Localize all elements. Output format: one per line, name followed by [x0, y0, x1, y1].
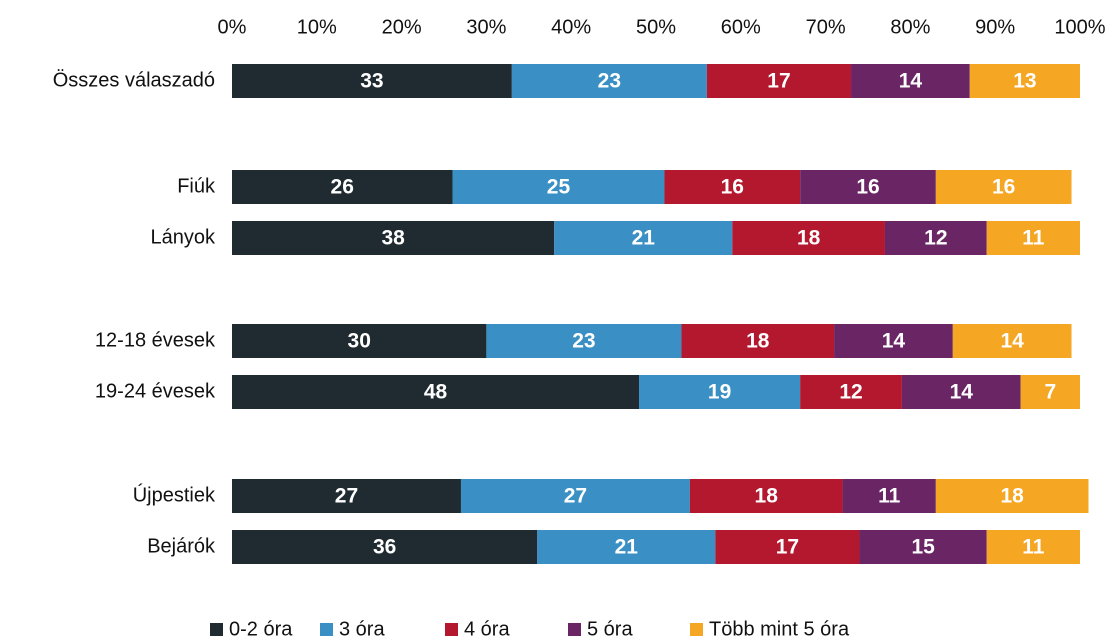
- legend-label: 5 óra: [587, 618, 633, 638]
- category-label: 12-18 évesek: [95, 329, 216, 351]
- x-tick-label: 0%: [218, 16, 247, 38]
- bar-segment: [452, 170, 665, 204]
- bar-segment: [232, 221, 555, 255]
- data-label: 11: [878, 485, 901, 508]
- data-label: 18: [797, 227, 821, 250]
- legend-label: 4 óra: [464, 618, 510, 638]
- category-label: Lányok: [151, 226, 216, 248]
- bar-segment: [986, 530, 1080, 564]
- bar-segment: [664, 170, 801, 204]
- bar-segment: [884, 221, 987, 255]
- bar-segment: [232, 375, 640, 409]
- category-label: 19-24 évesek: [95, 380, 216, 402]
- data-label: 11: [1022, 536, 1045, 559]
- bar-segment: [715, 530, 860, 564]
- data-label: 30: [348, 330, 371, 353]
- bar-segment: [800, 170, 936, 204]
- bar-segment: [935, 479, 1089, 513]
- category-label: Bejárók: [147, 535, 216, 557]
- data-label: 17: [767, 70, 790, 93]
- category-label: Fiúk: [177, 175, 216, 197]
- data-label: 14: [1000, 330, 1024, 353]
- data-label: 38: [381, 227, 405, 250]
- bar-segment: [681, 324, 835, 358]
- bar-segment: [232, 170, 453, 204]
- data-label: 12: [839, 381, 862, 404]
- data-label: 25: [547, 176, 571, 199]
- x-tick-label: 90%: [975, 16, 1015, 38]
- x-tick-label: 100%: [1054, 16, 1105, 38]
- bar-segment: [732, 221, 885, 255]
- legend-label: 3 óra: [339, 618, 385, 638]
- data-label: 14: [882, 330, 906, 353]
- data-label: 18: [746, 330, 770, 353]
- data-label: 19: [708, 381, 731, 404]
- data-label: 16: [856, 176, 879, 199]
- data-label: 21: [615, 536, 639, 559]
- data-label: 17: [776, 536, 799, 559]
- x-tick-label: 70%: [806, 16, 846, 38]
- bar-segment: [800, 375, 902, 409]
- data-label: 18: [1000, 485, 1024, 508]
- bar-segment: [486, 324, 682, 358]
- legend-label: Több mint 5 óra: [709, 618, 850, 638]
- x-tick-label: 80%: [890, 16, 930, 38]
- bar-segment: [935, 170, 1072, 204]
- bar-segment: [969, 64, 1080, 98]
- data-label: 13: [1013, 70, 1036, 93]
- bar-segment: [986, 221, 1080, 255]
- bar-segment: [232, 530, 538, 564]
- x-tick-label: 20%: [382, 16, 422, 38]
- bar-segment: [842, 479, 936, 513]
- legend-label: 0-2 óra: [229, 618, 293, 638]
- bar-segment: [554, 221, 733, 255]
- data-label: 33: [360, 70, 383, 93]
- bar-segment: [232, 324, 487, 358]
- bar-segment: [851, 64, 970, 98]
- legend-swatch: [210, 623, 223, 636]
- data-label: 7: [1044, 381, 1056, 404]
- bar-segment: [460, 479, 690, 513]
- data-label: 18: [755, 485, 779, 508]
- data-label: 27: [564, 485, 587, 508]
- x-tick-label: 10%: [297, 16, 337, 38]
- bar-segment: [706, 64, 852, 98]
- data-label: 48: [424, 381, 448, 404]
- legend-swatch: [690, 623, 703, 636]
- bar-segment: [689, 479, 843, 513]
- data-label: 26: [331, 176, 354, 199]
- bar-segment: [834, 324, 953, 358]
- data-label: 23: [572, 330, 595, 353]
- legend-swatch: [445, 623, 458, 636]
- data-label: 36: [373, 536, 396, 559]
- bar-segment: [232, 479, 461, 513]
- x-tick-label: 60%: [721, 16, 761, 38]
- data-label: 16: [992, 176, 1015, 199]
- data-label: 23: [598, 70, 621, 93]
- data-label: 14: [950, 381, 974, 404]
- data-label: 16: [721, 176, 744, 199]
- bar-segment: [901, 375, 1021, 409]
- bar-segment: [1020, 375, 1080, 409]
- legend-swatch: [568, 623, 581, 636]
- x-tick-label: 30%: [466, 16, 506, 38]
- bar-segment: [511, 64, 707, 98]
- data-label: 15: [911, 536, 935, 559]
- legend-swatch: [320, 623, 333, 636]
- data-label: 12: [924, 227, 947, 250]
- data-label: 14: [899, 70, 923, 93]
- bar-segment: [639, 375, 801, 409]
- bar-segment: [952, 324, 1072, 358]
- bar-segment: [232, 64, 512, 98]
- data-label: 21: [632, 227, 656, 250]
- x-tick-label: 40%: [551, 16, 591, 38]
- bar-segment: [537, 530, 716, 564]
- category-label: Újpestiek: [133, 483, 216, 506]
- bar-segment: [859, 530, 987, 564]
- data-label: 27: [335, 485, 358, 508]
- category-label: Összes válaszadó: [53, 69, 215, 91]
- data-label: 11: [1022, 227, 1045, 250]
- x-tick-label: 50%: [636, 16, 676, 38]
